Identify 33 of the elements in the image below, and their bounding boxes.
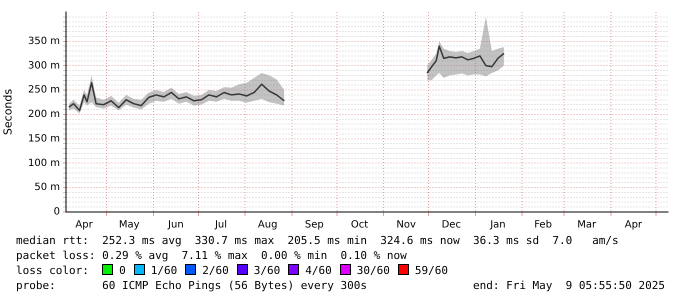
legend-label: 3/60 — [254, 264, 280, 277]
y-tick-label: 150 m — [28, 133, 60, 144]
legend-label: 0 — [119, 264, 126, 277]
legend-label: 2/60 — [202, 264, 229, 277]
x-tick-label: Oct — [350, 220, 368, 231]
x-tick-label: Dec — [442, 220, 461, 231]
x-tick-label: Aug — [258, 220, 278, 231]
x-tick-label: Apr — [624, 220, 643, 231]
legend-label: 4/60 — [305, 264, 332, 277]
x-tick-label: Mar — [577, 220, 598, 231]
y-tick-label: 350 m — [28, 36, 60, 47]
y-tick-label: 100 m — [28, 158, 60, 169]
x-tick-label: Jun — [167, 220, 184, 231]
legend-title: loss color: — [16, 264, 90, 277]
x-tick-label: Jan — [489, 220, 506, 231]
y-axis-title: Seconds — [1, 88, 14, 136]
text: probe: 60 ICMP Echo Pings (56 Bytes) every 300s end: Fri May 9 05:55:50 2025 — [16, 279, 666, 293]
text: median rtt: 252.3 ms avg 330.7 ms max 205.5 ms min 324.6 ms now 36.3 ms sd 7.0 am/s — [16, 234, 619, 248]
x-tick-label: Feb — [534, 220, 552, 231]
legend-label: 30/60 — [356, 264, 390, 277]
x-tick-label: May — [118, 220, 140, 231]
y-tick-label: 300 m — [28, 60, 60, 72]
legend-label: 59/60 — [414, 264, 448, 277]
y-tick-label: 250 m — [28, 84, 60, 96]
y-tick-label: 200 m — [28, 109, 60, 120]
x-tick-label: Sep — [304, 220, 324, 231]
y-tick-label: 0 — [54, 206, 60, 218]
x-tick-label: Nov — [396, 220, 416, 231]
legend-label: 1/60 — [150, 264, 178, 277]
y-tick-label: 50 m — [34, 182, 60, 194]
text: packet loss: 0.29 % avg 7.11 % max 0.00 % min 0.10 % now — [16, 249, 407, 263]
x-tick-label: Apr — [75, 220, 94, 231]
x-tick-label: Jul — [214, 220, 228, 231]
